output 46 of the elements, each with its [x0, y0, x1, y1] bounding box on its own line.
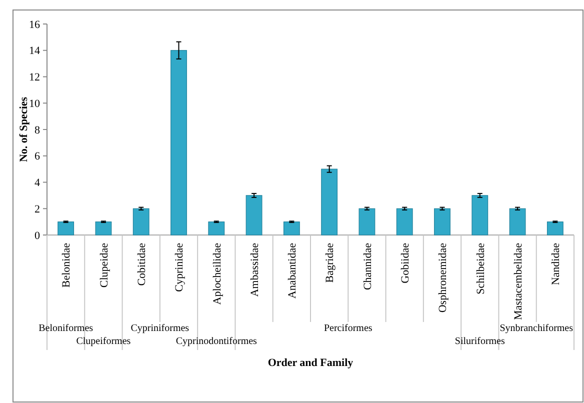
x-tick-label: Cobitidae [136, 242, 148, 286]
text: Cyprinodontiformes [176, 336, 258, 347]
bar [58, 222, 74, 236]
y-tick-label: 10 [29, 98, 40, 110]
bar [509, 208, 526, 236]
x-tick-label: Bagridae [324, 242, 336, 283]
x-tick-label: Osphronemidae [437, 242, 450, 313]
x-tick-label: Ambassidae [248, 242, 261, 297]
x-tick-label: Nandidae [550, 242, 562, 286]
y-tick-label: 16 [29, 18, 40, 31]
x-tick-label: Aplocheilidae [211, 242, 224, 305]
x-tick-label: Mastacembelidae [512, 242, 524, 320]
bar [208, 222, 225, 236]
text: Siluriformes [454, 336, 505, 347]
text: Synbranchiformes [500, 323, 574, 334]
x-tick-label: Gobiidae [399, 242, 412, 284]
y-tick-label: 4 [34, 177, 40, 190]
x-tick-label: Schilbeidae [474, 242, 487, 294]
y-tick-label: 0 [34, 230, 40, 242]
bar [472, 195, 488, 236]
text: Clupeiformes [76, 336, 131, 347]
x-tick-label: Belonidae [60, 242, 73, 288]
bar [132, 208, 150, 236]
y-tick-label: 14 [29, 45, 40, 58]
x-axis-title: Order and Family [268, 357, 354, 369]
bar [283, 222, 300, 236]
bar [358, 208, 376, 236]
x-tick-label: Clupeidae [98, 242, 110, 288]
bar [95, 222, 112, 236]
bar [170, 50, 187, 236]
x-tick-label: Anabantidae [286, 242, 299, 299]
x-tick-label: Cyprinidae [174, 242, 186, 292]
text: Perciformes [324, 323, 372, 334]
text: Cypriniformes [130, 323, 190, 334]
y-tick-label: 8 [34, 124, 40, 136]
bar [321, 168, 338, 236]
bar [434, 208, 450, 236]
y-axis-title: No. of Species [18, 96, 30, 162]
y-tick-label: 6 [34, 150, 40, 163]
y-tick-label: 2 [34, 203, 40, 216]
bar [396, 208, 413, 236]
bar [246, 195, 262, 236]
bar [546, 222, 564, 236]
y-tick-label: 12 [29, 72, 40, 84]
x-tick-label: Channidae [362, 242, 374, 290]
text: Beloniformes [38, 323, 94, 334]
